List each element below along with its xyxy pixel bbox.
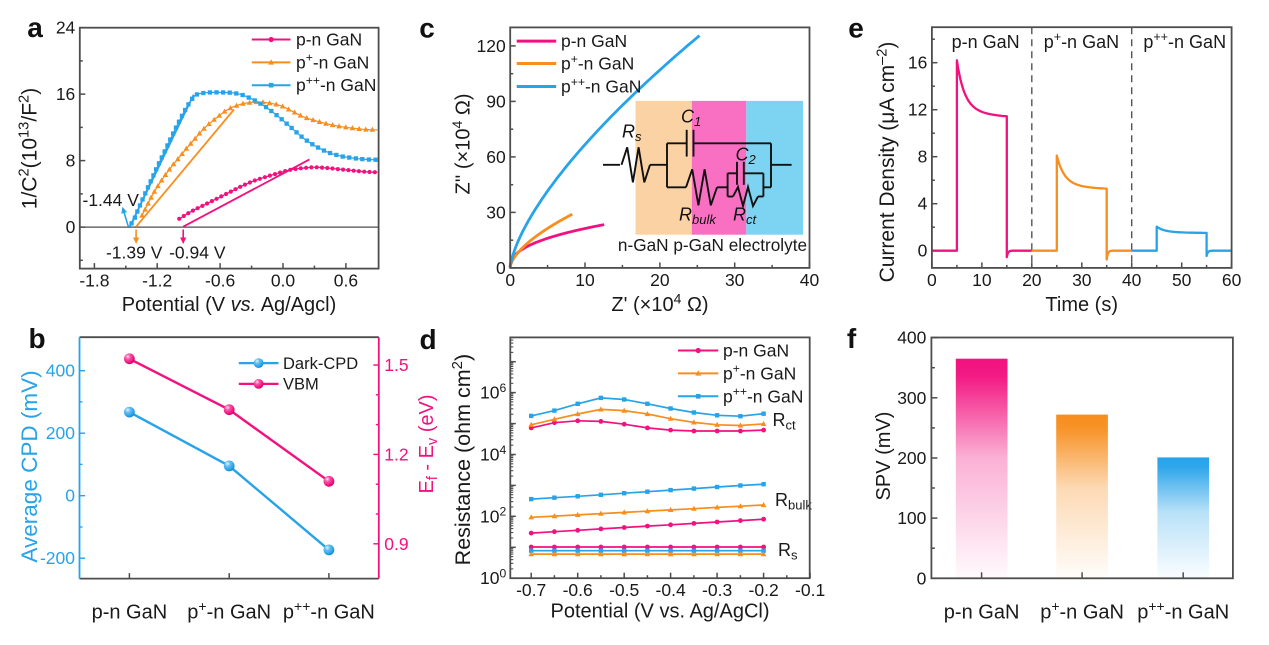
svg-text:0: 0 — [918, 241, 928, 261]
svg-text:100: 100 — [897, 508, 926, 528]
svg-text:p-n GaN: p-n GaN — [92, 602, 168, 624]
svg-text:-1.2: -1.2 — [142, 271, 172, 291]
svg-text:p+​-n GaN: p+​-n GaN — [561, 52, 634, 74]
svg-text:4: 4 — [918, 194, 928, 214]
svg-text:Z' (×104​ Ω): Z' (×104​ Ω) — [611, 290, 708, 316]
svg-text:10: 10 — [575, 270, 595, 290]
svg-text:Dark-CPD: Dark-CPD — [283, 355, 358, 373]
svg-text:16: 16 — [908, 53, 927, 73]
svg-text:30: 30 — [725, 270, 745, 290]
svg-text:300: 300 — [897, 388, 926, 408]
svg-text:-0.3: -0.3 — [702, 580, 732, 600]
svg-text:120: 120 — [476, 36, 505, 56]
svg-text:30: 30 — [1072, 270, 1092, 290]
svg-text:Resistance (ohm cm2​): Resistance (ohm cm2​) — [449, 354, 475, 565]
svg-text:60: 60 — [486, 147, 506, 167]
svg-text:0: 0 — [917, 568, 927, 588]
svg-text:20: 20 — [650, 270, 670, 290]
svg-text:200: 200 — [897, 448, 926, 468]
svg-text:c: c — [419, 13, 435, 44]
svg-text:40: 40 — [1122, 270, 1142, 290]
svg-text:90: 90 — [486, 91, 506, 111]
svg-text:a: a — [27, 12, 43, 43]
svg-text:60: 60 — [1222, 270, 1242, 290]
svg-text:p-n GaN: p-n GaN — [723, 341, 789, 361]
svg-text:1.2: 1.2 — [384, 444, 408, 464]
svg-text:16: 16 — [56, 84, 75, 104]
svg-text:p-n GaN: p-n GaN — [952, 32, 1020, 52]
svg-text:p-n GaN: p-n GaN — [561, 31, 627, 51]
svg-text:8: 8 — [66, 151, 76, 171]
svg-text:24: 24 — [56, 18, 76, 38]
svg-text:d: d — [419, 324, 436, 355]
svg-text:0.9: 0.9 — [384, 534, 408, 554]
svg-text:p-n GaN: p-n GaN — [944, 602, 1020, 624]
svg-text:e: e — [848, 13, 864, 44]
svg-text:-0.94 V: -0.94 V — [169, 243, 226, 263]
svg-text:0: 0 — [65, 486, 75, 506]
svg-text:0: 0 — [927, 270, 937, 290]
svg-text:b: b — [28, 323, 45, 354]
svg-text:VBM: VBM — [283, 376, 319, 394]
svg-text:400: 400 — [897, 328, 926, 348]
svg-text:1.5: 1.5 — [384, 355, 408, 375]
svg-text:20: 20 — [1022, 270, 1042, 290]
svg-text:Potential (V vs. Ag/Agcl): Potential (V vs. Ag/Agcl) — [122, 294, 337, 316]
svg-text:40: 40 — [800, 270, 820, 290]
svg-text:200: 200 — [46, 423, 75, 443]
svg-text:10: 10 — [972, 270, 992, 290]
svg-text:8: 8 — [918, 147, 928, 167]
svg-text:p+​-n GaN: p+​-n GaN — [296, 51, 369, 73]
svg-text:-0.6: -0.6 — [563, 580, 593, 600]
svg-text:-200: -200 — [40, 548, 75, 568]
svg-text:Average CPD (mV): Average CPD (mV) — [17, 370, 42, 562]
svg-text:50: 50 — [1172, 270, 1192, 290]
svg-text:Z'' (×104​ Ω): Z'' (×104​ Ω) — [449, 94, 475, 195]
svg-text:0.0: 0.0 — [271, 271, 296, 291]
svg-text:p+​-n GaN: p+​-n GaN — [1044, 30, 1119, 52]
svg-text:30: 30 — [486, 202, 506, 222]
svg-text:-0.5: -0.5 — [609, 580, 639, 600]
svg-text:-1.39 V: -1.39 V — [106, 243, 163, 263]
svg-text:-0.7: -0.7 — [516, 580, 546, 600]
svg-text:f: f — [847, 323, 857, 354]
svg-text:-0.4: -0.4 — [656, 580, 686, 600]
svg-text:400: 400 — [46, 361, 75, 381]
svg-text:-1.8: -1.8 — [79, 271, 109, 291]
svg-text:Potential (V vs. Ag/AgCl): Potential (V vs. Ag/AgCl) — [551, 601, 770, 623]
svg-text:12: 12 — [908, 100, 927, 120]
svg-text:0: 0 — [505, 270, 515, 290]
svg-text:-1.44 V: -1.44 V — [83, 190, 140, 210]
svg-text:p+​-n GaN: p+​-n GaN — [187, 598, 271, 624]
svg-text:0: 0 — [496, 258, 506, 278]
svg-text:0: 0 — [66, 217, 76, 237]
svg-text:-0.2: -0.2 — [749, 580, 779, 600]
svg-text:-0.6: -0.6 — [205, 271, 235, 291]
svg-text:Current Density (μA cm–2​): Current Density (μA cm–2​) — [875, 42, 899, 283]
svg-text:1/C2​(1013​/F2​): 1/C2​(1013​/F2​) — [17, 88, 42, 209]
svg-text:SPV (mV): SPV (mV) — [873, 412, 895, 501]
svg-text:p-n GaN: p-n GaN — [296, 30, 362, 50]
svg-text:0.6: 0.6 — [334, 271, 358, 291]
svg-text:-0.1: -0.1 — [795, 580, 825, 600]
svg-text:p+​-n GaN: p+​-n GaN — [723, 362, 796, 384]
svg-text:Time (s): Time (s) — [1045, 294, 1118, 316]
svg-text:n-GaN p-GaN electrolyte: n-GaN p-GaN electrolyte — [618, 235, 807, 255]
